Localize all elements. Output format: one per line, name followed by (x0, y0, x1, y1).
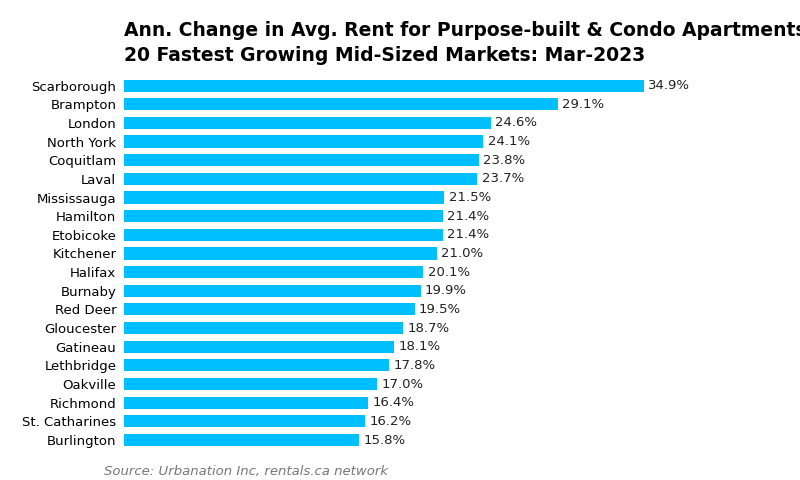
Bar (124, 378, 378, 390)
Bar (124, 396, 368, 409)
Text: 34.9%: 34.9% (649, 79, 690, 92)
Text: Source: Urbanation Inc, rentals.ca network: Source: Urbanation Inc, rentals.ca netwo… (104, 465, 388, 478)
Bar (124, 135, 483, 148)
Bar (124, 173, 477, 185)
Text: 18.1%: 18.1% (398, 340, 440, 353)
Text: 15.8%: 15.8% (364, 433, 406, 446)
Bar (124, 98, 558, 110)
Text: 20.1%: 20.1% (428, 265, 470, 278)
Text: 16.4%: 16.4% (373, 396, 415, 409)
Bar (124, 303, 414, 315)
Text: 21.4%: 21.4% (447, 210, 490, 223)
Bar (124, 341, 394, 353)
Text: 17.8%: 17.8% (394, 359, 436, 372)
Bar (124, 434, 359, 446)
Bar (124, 285, 421, 297)
Text: 24.1%: 24.1% (487, 135, 530, 148)
Text: 23.7%: 23.7% (482, 172, 524, 185)
Bar (124, 266, 423, 278)
Text: 29.1%: 29.1% (562, 98, 604, 111)
Bar (124, 80, 644, 92)
Text: 17.0%: 17.0% (382, 378, 424, 391)
Bar (124, 154, 478, 166)
Bar (124, 322, 402, 334)
Text: Ann. Change in Avg. Rent for Purpose-built & Condo Apartments
20 Fastest Growing: Ann. Change in Avg. Rent for Purpose-bui… (124, 21, 800, 64)
Bar (124, 229, 443, 241)
Text: 16.2%: 16.2% (370, 415, 412, 428)
Bar (124, 247, 437, 260)
Text: 18.7%: 18.7% (407, 322, 450, 335)
Text: 19.5%: 19.5% (419, 303, 461, 316)
Text: 21.5%: 21.5% (449, 191, 491, 204)
Text: 21.4%: 21.4% (447, 228, 490, 241)
Text: 23.8%: 23.8% (483, 154, 526, 167)
Text: 19.9%: 19.9% (425, 284, 467, 297)
Text: 21.0%: 21.0% (442, 247, 483, 260)
Bar (124, 192, 444, 204)
Bar (124, 210, 443, 222)
Bar (124, 117, 490, 129)
Bar (124, 415, 366, 427)
Bar (124, 360, 390, 372)
Text: 24.6%: 24.6% (495, 116, 537, 130)
